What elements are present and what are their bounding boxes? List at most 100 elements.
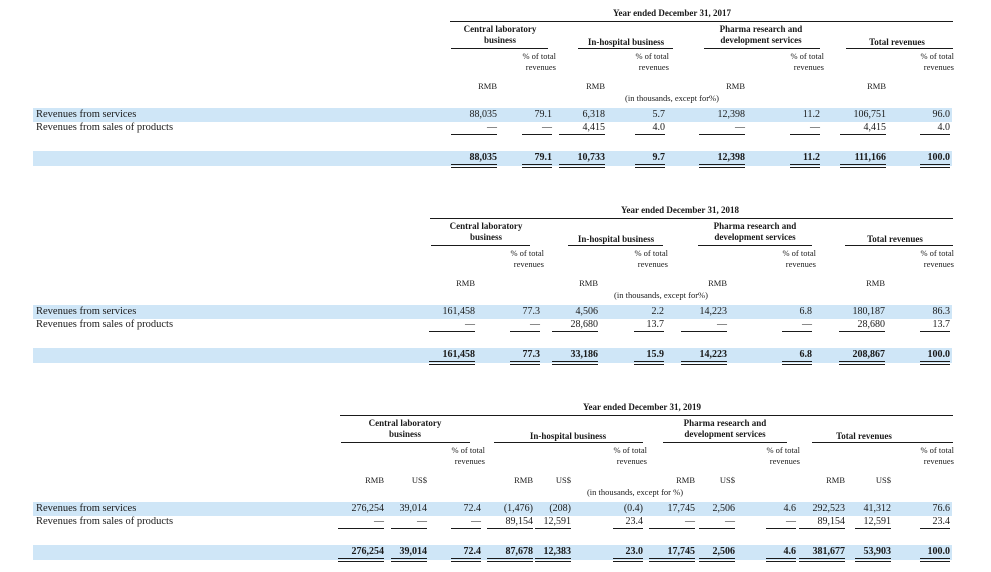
cell-services: (208)	[549, 503, 571, 514]
cell-products: —	[735, 122, 745, 133]
column-header-pct: % of total revenues	[634, 248, 668, 269]
cell-products: 12,591	[543, 516, 572, 527]
cell-services: 161,458	[442, 306, 476, 317]
group-header-total: Total revenues	[836, 431, 892, 441]
column-header-rmb: RMB	[514, 475, 533, 485]
subtotal-rule	[535, 528, 571, 529]
cell-total: 88,035	[469, 152, 498, 163]
total-double-rule	[487, 558, 533, 562]
cell-products: —	[685, 516, 695, 527]
title-rule	[450, 21, 953, 22]
group-header-central-lab: Central laboratory business	[463, 24, 537, 45]
cell-services: 11.2	[802, 109, 820, 120]
cell-products: —	[471, 516, 481, 527]
column-header-pct: % of total revenues	[920, 445, 954, 466]
row-band-total	[33, 151, 952, 166]
title-rule	[340, 415, 953, 416]
column-header-rmb: RMB	[478, 81, 497, 91]
column-header-pct: % of total revenues	[510, 248, 544, 269]
group-header-in-hospital: In-hospital business	[577, 234, 655, 244]
cell-services: 276,254	[351, 503, 385, 514]
column-header-rmb: RMB	[826, 475, 845, 485]
group-header-total: Total revenues	[867, 234, 923, 244]
total-double-rule	[920, 558, 950, 562]
column-header-pct: % of total revenues	[613, 445, 647, 466]
total-double-rule	[510, 361, 540, 365]
units-note: (in thousands, except for%)	[614, 290, 708, 300]
cell-products: —	[810, 122, 820, 133]
total-double-rule	[429, 361, 475, 365]
subtotal-rule	[522, 134, 552, 135]
cell-services: 79.1	[534, 109, 553, 120]
total-double-rule	[635, 164, 665, 168]
cell-products: 13.7	[932, 319, 951, 330]
cell-total: 17,745	[667, 546, 696, 557]
group-rule	[704, 48, 820, 49]
total-double-rule	[522, 164, 552, 168]
total-double-rule	[634, 361, 664, 365]
group-rule	[663, 442, 787, 443]
total-double-rule	[839, 361, 885, 365]
subtotal-rule	[699, 134, 745, 135]
subtotal-rule	[790, 134, 820, 135]
total-double-rule	[338, 558, 384, 562]
cell-products: 4,415	[863, 122, 887, 133]
cell-total: 87,678	[505, 546, 534, 557]
column-header-rmb: RMB	[867, 81, 886, 91]
cell-total: 53,903	[863, 546, 892, 557]
row-band-services	[33, 108, 952, 122]
subtotal-rule	[855, 528, 891, 529]
cell-products: —	[530, 319, 540, 330]
group-header-pharma: Pharma research and development services	[683, 418, 767, 439]
column-header-rmb: RMB	[579, 278, 598, 288]
total-double-rule	[451, 164, 497, 168]
subtotal-rule	[487, 528, 533, 529]
cell-services: 72.4	[463, 503, 482, 514]
cell-services: 12,398	[717, 109, 746, 120]
cell-total: 15.9	[646, 349, 665, 360]
group-rule	[698, 245, 812, 246]
column-header-rmb: RMB	[586, 81, 605, 91]
cell-total: 12,383	[543, 546, 572, 557]
cell-total: 11.2	[803, 152, 820, 163]
column-header-pct: % of total revenues	[451, 445, 485, 466]
row-band-total	[33, 545, 952, 560]
cell-services: (1,476)	[503, 503, 533, 514]
cell-services: 86.3	[932, 306, 951, 317]
column-header-rmb: RMB	[456, 278, 475, 288]
units-note: (in thousands, except for %)	[586, 487, 684, 497]
cell-total: 14,223	[699, 349, 728, 360]
cell-services: 5.7	[652, 109, 666, 120]
cell-products: —	[725, 516, 735, 527]
subtotal-rule	[429, 331, 475, 332]
total-double-rule	[699, 164, 745, 168]
total-double-rule	[782, 361, 812, 365]
group-header-pharma: Pharma research and development services	[713, 221, 797, 242]
cell-products: —	[417, 516, 427, 527]
cell-total: 23.0	[625, 546, 644, 557]
cell-total: 6.8	[799, 349, 813, 360]
column-header-rmb: RMB	[676, 475, 695, 485]
subtotal-rule	[451, 528, 481, 529]
group-rule	[451, 48, 548, 49]
table-title: Year ended December 31, 2018	[621, 205, 739, 215]
cell-services: 76.6	[932, 503, 951, 514]
total-double-rule	[451, 558, 481, 562]
row-label-products: Revenues from sales of products	[36, 516, 174, 527]
cell-total: 100.0	[927, 152, 951, 163]
cell-products: 89,154	[505, 516, 534, 527]
group-rule	[568, 245, 663, 246]
cell-products: 13.7	[646, 319, 665, 330]
row-band-total	[33, 348, 952, 363]
row-label-services: Revenues from services	[36, 306, 137, 317]
total-double-rule	[920, 361, 950, 365]
title-rule	[430, 218, 953, 219]
cell-services: 2.2	[651, 306, 665, 317]
cell-total: 10,733	[577, 152, 606, 163]
column-header-pct: % of total revenues	[522, 51, 556, 72]
total-double-rule	[920, 164, 950, 168]
cell-products: —	[786, 516, 796, 527]
cell-products: 28,680	[857, 319, 886, 330]
cell-total: 4.6	[783, 546, 797, 557]
subtotal-rule	[510, 331, 540, 332]
